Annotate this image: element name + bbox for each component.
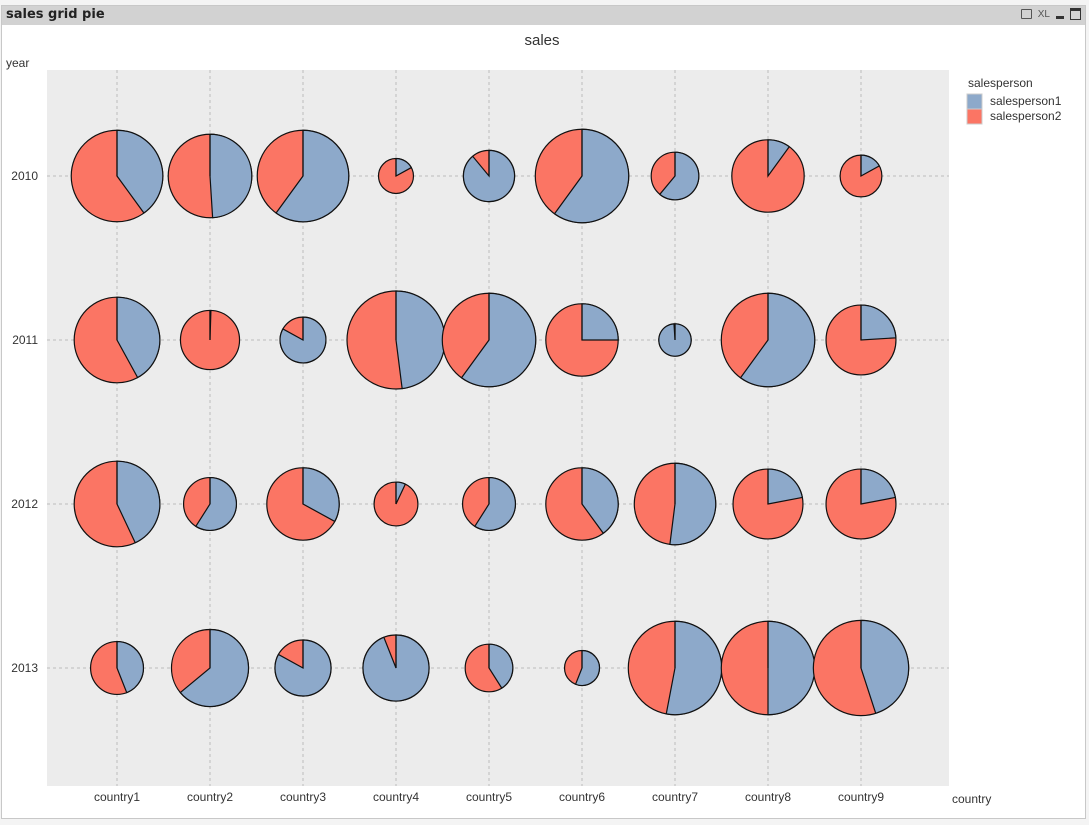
pie-2013-country1[interactable] [89, 640, 145, 696]
x-tick-label: country5 [466, 790, 512, 804]
pie-slice-salesperson1[interactable] [275, 129, 350, 223]
pie-2011-country9[interactable] [825, 304, 897, 376]
pie-slice-salesperson1[interactable] [581, 303, 619, 341]
pie-2012-country3[interactable] [266, 467, 340, 541]
pie-slice-salesperson1[interactable] [860, 154, 881, 178]
pie-slice-salesperson1[interactable] [767, 139, 791, 178]
y-tick-label: 2010 [11, 169, 38, 183]
maximize-icon[interactable] [1070, 8, 1081, 20]
x-tick-label: country7 [652, 790, 698, 804]
pie-slice-salesperson1[interactable] [574, 649, 601, 687]
pie-2010-country5[interactable] [462, 149, 516, 203]
pie-slice-salesperson1[interactable] [302, 467, 340, 523]
legend-title: salesperson [968, 76, 1033, 90]
pie-slice-salesperson1[interactable] [767, 468, 804, 505]
y-tick-label: 2011 [12, 333, 38, 347]
pie-2013-country2[interactable] [170, 628, 250, 708]
pie-2010-country3[interactable] [256, 129, 350, 223]
y-tick-label: 2012 [11, 497, 38, 511]
pie-2012-country9[interactable] [825, 468, 897, 540]
pie-slice-salesperson1[interactable] [179, 628, 250, 708]
pie-2011-country7[interactable] [658, 323, 692, 357]
legend-swatch-salesperson2[interactable] [966, 108, 983, 125]
x-tick-label: country2 [187, 790, 233, 804]
pie-2013-country6[interactable] [563, 649, 601, 687]
send-to-excel-button[interactable]: XL [1037, 8, 1050, 20]
pie-2010-country8[interactable] [731, 139, 805, 213]
pie-2012-country7[interactable] [633, 462, 717, 546]
pie-slice-salesperson1[interactable] [553, 128, 630, 224]
pie-2010-country1[interactable] [70, 129, 164, 223]
pie-2011-country1[interactable] [73, 296, 161, 384]
legend-swatch-salesperson1[interactable] [966, 93, 983, 110]
pie-2011-country3[interactable] [279, 316, 327, 364]
x-tick-label: country4 [373, 790, 419, 804]
x-tick-label: country8 [745, 790, 791, 804]
x-tick-label: country1 [94, 790, 140, 804]
legend-label-salesperson2[interactable]: salesperson2 [990, 109, 1062, 123]
legend-label-salesperson1[interactable]: salesperson1 [990, 94, 1062, 108]
pie-2011-country6[interactable] [545, 303, 619, 377]
pie-slice-salesperson1[interactable] [488, 643, 514, 689]
pie-2012-country4[interactable] [373, 481, 419, 527]
print-icon[interactable] [1020, 9, 1032, 19]
window-titlebar[interactable]: sales grid pie XL [2, 6, 1085, 25]
pie-2011-country4[interactable] [346, 290, 446, 390]
pie-2011-country5[interactable] [441, 292, 537, 388]
pie-2010-country6[interactable] [534, 128, 630, 224]
x-tick-label: country6 [559, 790, 605, 804]
pie-slice-salesperson1[interactable] [739, 292, 816, 388]
pie-slice-salesperson1[interactable] [116, 460, 161, 544]
pie-slice-salesperson1[interactable] [860, 619, 910, 715]
window-title: sales grid pie [6, 7, 105, 22]
pie-slice-salesperson1[interactable] [116, 129, 164, 214]
pie-2012-country8[interactable] [732, 468, 804, 540]
pie-2013-country5[interactable] [464, 643, 514, 693]
pie-2013-country9[interactable] [812, 619, 910, 717]
x-tick-label: country9 [838, 790, 884, 804]
pie-2010-country4[interactable] [377, 157, 415, 195]
pie-slice-salesperson1[interactable] [669, 462, 717, 546]
pie-slice-salesperson1[interactable] [658, 151, 700, 201]
pie-2011-country2[interactable] [179, 309, 241, 371]
pie-2013-country8[interactable] [720, 620, 816, 716]
chart-title: sales [524, 32, 559, 49]
x-axis-title: country [952, 792, 991, 806]
x-tick-label: country3 [280, 790, 326, 804]
pie-slice-salesperson1[interactable] [860, 468, 897, 505]
pie-2011-country8[interactable] [720, 292, 816, 388]
pie-2010-country2[interactable] [167, 133, 253, 219]
pie-2012-country1[interactable] [73, 460, 161, 548]
pie-slice-salesperson1[interactable] [395, 157, 413, 178]
pie-slice-salesperson1[interactable] [209, 133, 253, 219]
pie-slice-salesperson1[interactable] [195, 476, 238, 531]
pie-2013-country4[interactable] [362, 634, 430, 702]
minimize-icon[interactable] [1056, 15, 1064, 19]
pie-2010-country7[interactable] [650, 151, 700, 201]
pie-slice-salesperson1[interactable] [474, 476, 517, 531]
pie-2012-country6[interactable] [545, 467, 619, 541]
pie-2013-country7[interactable] [627, 620, 723, 716]
y-tick-label: 2013 [11, 661, 38, 675]
pie-2010-country9[interactable] [839, 154, 883, 198]
pie-2012-country2[interactable] [182, 476, 238, 532]
pie-2013-country3[interactable] [274, 639, 332, 697]
pie-slice-salesperson1[interactable] [116, 640, 145, 694]
pie-slice-salesperson1[interactable] [460, 292, 537, 388]
pie-2012-country5[interactable] [461, 476, 517, 532]
y-axis-title: year [6, 56, 29, 70]
pie-slice-salesperson1[interactable] [116, 296, 161, 379]
pie-slice-salesperson1[interactable] [860, 304, 897, 341]
pie-slice-salesperson1[interactable] [581, 467, 619, 535]
